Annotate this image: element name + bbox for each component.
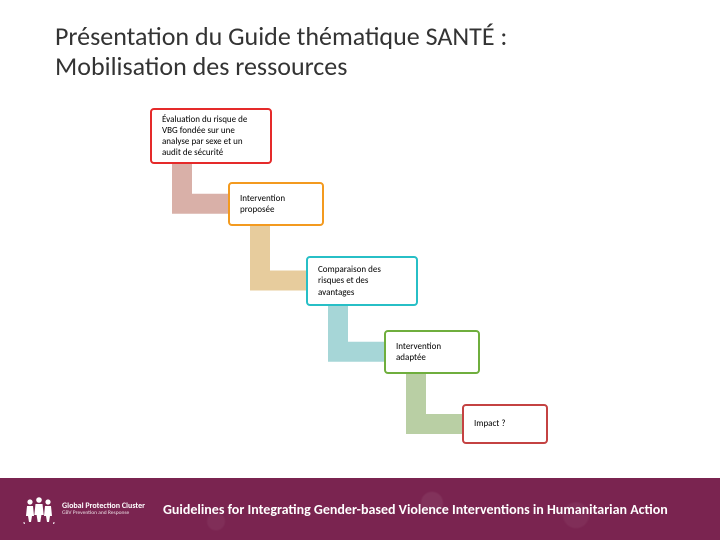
flow-step-label: Intervention proposée xyxy=(240,193,312,216)
flow-step-step1: Évaluation du risque de VBG fondée sur u… xyxy=(150,108,272,164)
flow-step-label: Évaluation du risque de VBG fondée sur u… xyxy=(162,114,260,159)
flow-connector xyxy=(328,306,388,362)
footer-bar: Global Protection Cluster GBV Prevention… xyxy=(0,478,720,540)
flow-step-label: Comparaison des risques et des avantages xyxy=(318,264,406,298)
page-title: Présentation du Guide thématique SANTÉ :… xyxy=(55,22,655,82)
title-line-2: Mobilisation des ressources xyxy=(55,52,655,82)
logo-secondary: GBV Prevention and Response xyxy=(62,511,145,517)
flow-step-step4: Intervention adaptée xyxy=(384,330,480,374)
flow-step-step5: Impact ? xyxy=(462,404,548,444)
flow-step-step2: Intervention proposée xyxy=(228,182,324,226)
flow-connector xyxy=(406,374,466,434)
flow-connector xyxy=(172,164,232,214)
flow-step-label: Intervention adaptée xyxy=(396,341,468,364)
logo-primary: Global Protection Cluster xyxy=(62,502,145,510)
flow-diagram: Évaluation du risque de VBG fondée sur u… xyxy=(150,108,650,458)
flow-connector xyxy=(250,226,310,291)
logo-text: Global Protection Cluster GBV Prevention… xyxy=(62,502,145,517)
footer-tagline: Guidelines for Integrating Gender-based … xyxy=(163,501,668,518)
logo: Global Protection Cluster GBV Prevention… xyxy=(22,494,145,524)
logo-figures-icon xyxy=(22,494,56,524)
title-line-1: Présentation du Guide thématique SANTÉ : xyxy=(55,22,655,52)
flow-step-step3: Comparaison des risques et des avantages xyxy=(306,256,418,306)
flow-step-label: Impact ? xyxy=(474,418,506,429)
